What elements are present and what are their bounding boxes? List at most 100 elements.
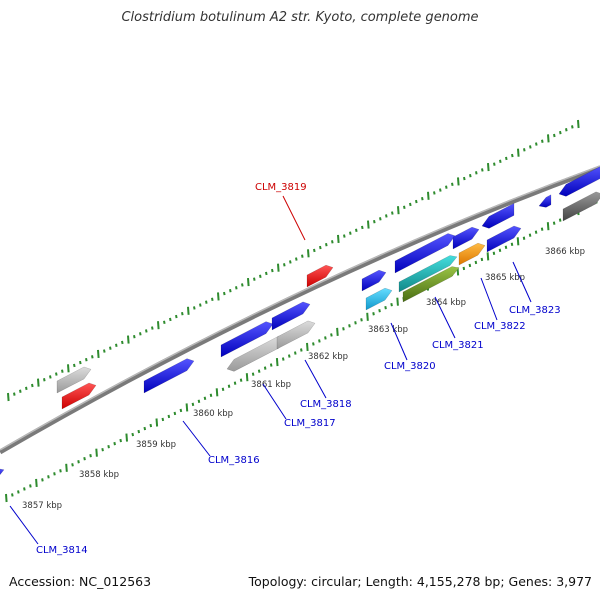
major-tick [397, 206, 400, 215]
minor-tick [119, 438, 122, 443]
minor-tick [203, 396, 207, 401]
gene-label[interactable]: CLM_3823 [509, 305, 561, 316]
gene-label[interactable]: CLM_3816 [208, 455, 260, 466]
gene-label[interactable]: CLM_3822 [474, 321, 526, 332]
major-tick [306, 342, 309, 352]
gene-arrow[interactable] [0, 468, 5, 480]
minor-tick [324, 336, 327, 340]
minor-tick [145, 329, 148, 333]
gene-label[interactable]: CLM_3818 [300, 399, 352, 410]
minor-tick [301, 254, 304, 258]
gene-arrow[interactable] [398, 255, 458, 293]
leader-line [512, 261, 532, 303]
gene-arrow[interactable] [365, 287, 393, 311]
minor-tick [79, 360, 82, 365]
gene-arrow[interactable] [558, 165, 600, 197]
minor-tick [137, 429, 141, 434]
minor-tick [535, 142, 538, 146]
gene-arrow[interactable] [61, 382, 97, 410]
minor-tick [355, 228, 358, 233]
gene-label[interactable]: CLM_3821 [432, 340, 484, 351]
gene-arrow[interactable] [452, 226, 480, 250]
minor-tick [139, 332, 142, 336]
minor-tick [83, 457, 86, 461]
gene-label[interactable]: CLM_3814 [36, 545, 88, 556]
gene-arrow[interactable] [394, 233, 456, 274]
minor-tick [233, 381, 237, 385]
major-tick [185, 403, 189, 412]
major-tick [337, 234, 340, 244]
gene-arrow[interactable] [143, 358, 195, 394]
major-tick [67, 364, 70, 373]
gene-label[interactable]: CLM_3817 [284, 418, 336, 429]
gene-arrow[interactable] [402, 266, 460, 303]
gene-arrow[interactable] [276, 320, 316, 350]
gene-arrow[interactable] [481, 202, 515, 229]
major-tick [7, 392, 10, 402]
minor-tick [439, 188, 442, 192]
minor-tick [553, 133, 556, 138]
leader-line [390, 322, 408, 361]
gene-arrow[interactable] [306, 264, 334, 288]
minor-tick [498, 248, 502, 253]
leader-line [434, 296, 456, 339]
minor-tick [199, 303, 202, 307]
minor-tick [109, 346, 112, 350]
minor-tick [49, 375, 52, 379]
kbp-label: 3864 kbp [426, 298, 466, 308]
minor-tick [179, 408, 183, 413]
gene-features [0, 165, 600, 480]
minor-tick [499, 159, 502, 164]
gene-arrow[interactable] [56, 366, 92, 394]
minor-tick [361, 225, 364, 230]
major-tick [275, 358, 279, 367]
gene-arrow[interactable] [538, 194, 552, 208]
minor-tick [540, 227, 544, 231]
gene-label[interactable]: CLM_3819 [255, 182, 307, 193]
gene-arrow[interactable] [271, 301, 311, 331]
gene-arrow[interactable] [220, 321, 274, 358]
kbp-scale-labels: 3857 kbp 3858 kbp 3859 kbp 3860 kbp 3861 kbp… [22, 247, 585, 511]
major-tick [187, 306, 190, 315]
minor-tick [481, 168, 484, 172]
minor-tick [235, 286, 238, 290]
major-tick [247, 277, 250, 287]
minor-tick [325, 242, 328, 247]
minor-tick [475, 171, 478, 175]
major-tick [336, 327, 339, 336]
gene-arrow[interactable] [361, 269, 387, 292]
minor-tick [480, 257, 484, 262]
minor-tick [31, 383, 34, 388]
map-title: Clostridium botulinum A2 str. Kyoto, com… [121, 10, 479, 25]
major-tick [367, 220, 370, 229]
minor-tick [253, 277, 256, 281]
minor-tick [143, 426, 147, 431]
gene-arrow[interactable] [486, 225, 522, 253]
minor-tick [469, 174, 472, 178]
minor-tick [319, 245, 322, 250]
minor-tick [17, 490, 20, 494]
gene-label[interactable]: CLM_3820 [384, 361, 436, 372]
leader-line [262, 383, 287, 420]
major-tick [127, 335, 130, 344]
minor-tick [348, 324, 351, 328]
minor-tick [289, 260, 292, 264]
major-tick [155, 418, 159, 427]
gene-arrow[interactable] [458, 242, 486, 266]
minor-tick [61, 369, 64, 373]
major-tick [245, 373, 249, 382]
kbp-label: 3857 kbp [22, 501, 62, 511]
minor-tick [133, 334, 136, 339]
minor-tick [73, 363, 76, 368]
gene-arrow[interactable] [562, 191, 600, 222]
minor-tick [385, 214, 388, 218]
major-tick [546, 222, 550, 231]
minor-tick [19, 389, 22, 393]
minor-tick [175, 314, 178, 319]
major-tick [65, 463, 68, 472]
minor-tick [281, 357, 285, 361]
minor-tick [23, 487, 26, 491]
minor-tick [415, 199, 418, 204]
minor-tick [151, 326, 154, 330]
